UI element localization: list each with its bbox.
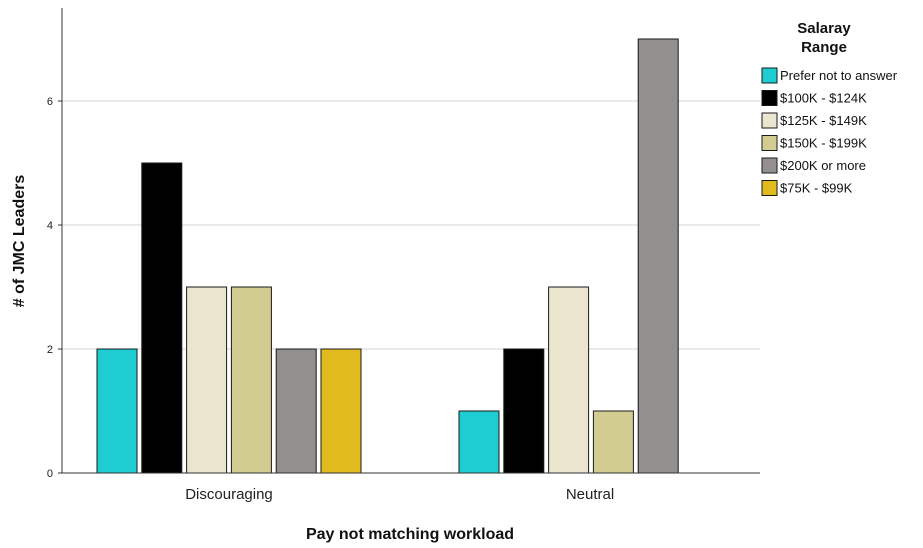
legend-label: $200K or more (780, 158, 866, 173)
bar (637, 38, 679, 474)
bar (458, 410, 500, 474)
bar (230, 286, 272, 474)
y-tick-label: 0 (47, 468, 53, 480)
legend-swatch (761, 135, 778, 151)
y-axis-ticks: 0 2 4 6 (47, 96, 62, 480)
bar (275, 348, 317, 474)
legend: Salaray Range Prefer not to answer $100K … (761, 20, 898, 196)
x-axis-categories: Discouraging Neutral (185, 486, 614, 503)
legend-label: $150K - $199K (780, 136, 867, 151)
legend-title-line-2: Range (801, 39, 847, 56)
bar (141, 162, 183, 474)
legend-swatch (761, 180, 778, 196)
legend-items: Prefer not to answer $100K - $124K $125K -… (761, 67, 898, 196)
x-axis-title: Pay not matching workload (306, 526, 514, 543)
legend-swatch (761, 157, 778, 174)
y-tick-label: 4 (47, 220, 53, 232)
legend-label: $125K - $149K (780, 113, 867, 128)
y-tick-label: 2 (47, 344, 53, 356)
bar (320, 348, 362, 474)
y-tick-label: 6 (47, 96, 53, 108)
x-category-label: Discouraging (185, 486, 273, 503)
y-axis-title: # of JMC Leaders (11, 175, 28, 308)
bar (592, 410, 634, 474)
legend-label: $100K - $124K (780, 91, 867, 106)
bar (186, 286, 228, 474)
legend-label: $75K - $99K (780, 181, 853, 196)
bar (96, 348, 138, 474)
bar (503, 348, 545, 474)
legend-swatch (761, 112, 778, 129)
bars (96, 38, 679, 474)
legend-swatch (761, 67, 778, 84)
legend-label: Prefer not to answer (780, 68, 898, 83)
legend-title-line-1: Salaray (797, 20, 851, 37)
legend-swatch (761, 90, 778, 106)
bar (548, 286, 590, 474)
x-category-label: Neutral (566, 486, 614, 503)
